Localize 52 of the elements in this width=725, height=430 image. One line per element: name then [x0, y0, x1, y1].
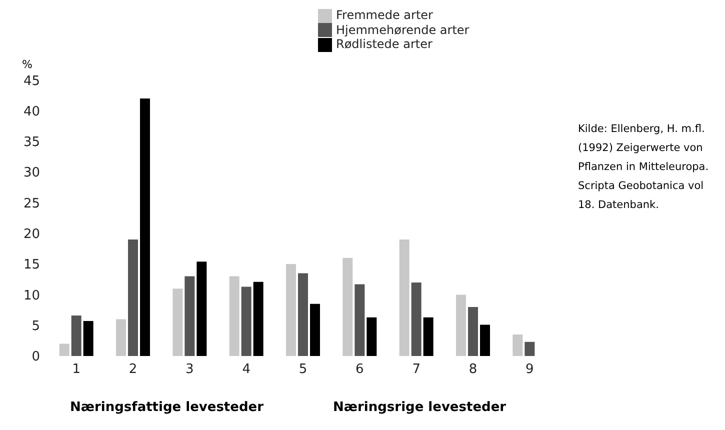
bar — [116, 319, 126, 356]
bar — [399, 240, 410, 356]
bar — [172, 288, 183, 356]
bar — [411, 282, 422, 356]
x-tick-label: 6 — [356, 362, 364, 378]
bar — [128, 240, 138, 356]
x-tick-label: 8 — [468, 362, 478, 378]
legend-label: Fremmede arter — [336, 8, 433, 22]
y-tick-label: 15 — [23, 258, 40, 273]
bar — [423, 317, 434, 356]
bar — [468, 306, 478, 356]
bar — [286, 264, 296, 356]
bar — [480, 324, 490, 356]
x-tick-label: 3 — [186, 362, 194, 378]
bar — [456, 294, 466, 356]
bar — [512, 334, 523, 356]
y-tick-label: 45 — [23, 74, 40, 89]
bar — [241, 286, 252, 356]
text: Kilde: Ellenberg, H. m.fl. (1992) Zeigerwerte von Pflanzen in Mitteleuropa. Scripta Geobotanica vol 18. Datenbank. — [578, 122, 710, 213]
y-axis-title: % — [22, 58, 32, 71]
y-tick-label: 0 — [32, 350, 40, 365]
x-tick-label: 7 — [412, 362, 420, 378]
x-tick-label: 1 — [72, 362, 80, 378]
y-tick-label: 5 — [32, 318, 40, 334]
bar — [229, 276, 240, 356]
x-tick-label: 4 — [242, 362, 250, 378]
y-tick-label: 10 — [23, 288, 40, 304]
x-tick-label: 9 — [526, 362, 534, 378]
bar — [310, 304, 320, 356]
bar — [366, 317, 377, 356]
y-tick-label: 40 — [23, 104, 40, 120]
text: Næringsfattige levesteder — [70, 400, 264, 415]
bar — [196, 262, 207, 356]
bar — [83, 321, 94, 356]
y-tick-label: 35 — [23, 135, 40, 150]
x-tick-label: 2 — [128, 362, 138, 378]
y-tick-label: 30 — [23, 166, 40, 181]
bar — [59, 344, 70, 356]
y-tick-label: 25 — [23, 196, 40, 212]
text: Næringsrige levesteder — [333, 400, 506, 415]
bar — [71, 316, 82, 356]
bar — [184, 276, 195, 356]
bar — [253, 282, 264, 356]
bar — [354, 284, 365, 356]
y-tick-label: 20 — [23, 227, 40, 242]
x-tick-label: 5 — [298, 362, 308, 378]
legend-label: Hjemmehørende arter — [336, 22, 470, 37]
bar — [342, 258, 353, 356]
legend-label: Rødlistede arter — [336, 37, 432, 52]
bar — [524, 342, 535, 356]
bar — [140, 98, 150, 356]
bar — [298, 273, 308, 356]
